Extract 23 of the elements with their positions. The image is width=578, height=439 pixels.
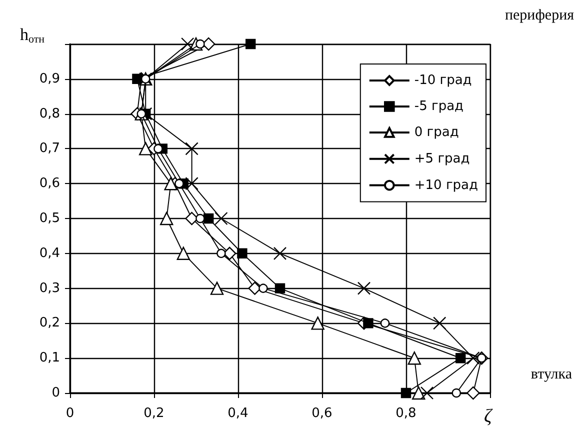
legend-label: -10 град bbox=[414, 73, 472, 88]
legend-label: +10 град bbox=[414, 178, 478, 193]
y-tick-label: 0,2 bbox=[39, 316, 60, 331]
legend-label: +5 град bbox=[414, 151, 470, 166]
y-tick-label: 0,6 bbox=[39, 176, 60, 192]
x-tick-label: 0,2 bbox=[144, 406, 164, 421]
y-tick-label: 0 bbox=[52, 386, 60, 400]
x-tick-label: 0,6 bbox=[312, 406, 332, 421]
y-tick-label: 0,1 bbox=[39, 350, 60, 366]
x-tick-label: 0,8 bbox=[396, 406, 416, 421]
legend-label: -5 град bbox=[414, 99, 464, 114]
x-axis-title: ζ bbox=[484, 406, 493, 427]
y-tick-label: 0,9 bbox=[39, 71, 60, 86]
y-tick-label: 0,3 bbox=[39, 280, 60, 296]
y-tick-label: 0,4 bbox=[39, 246, 60, 261]
y-tick-label: 0,5 bbox=[39, 211, 60, 226]
text: периферия bbox=[504, 8, 574, 24]
x-tick-label: 0 bbox=[66, 406, 74, 421]
y-tick-label: 0,7 bbox=[39, 141, 60, 156]
legend-label: 0 град bbox=[414, 125, 459, 140]
x-tick-label: 0,4 bbox=[228, 406, 248, 421]
text: втулка bbox=[530, 366, 572, 382]
y-tick-label: 0,8 bbox=[39, 106, 60, 122]
